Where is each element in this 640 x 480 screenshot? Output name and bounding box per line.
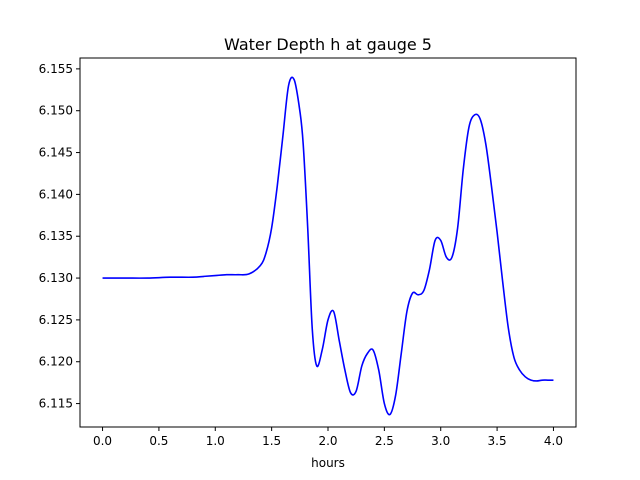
y-tick-label: 6.120 bbox=[39, 355, 73, 369]
x-tick-label: 1.0 bbox=[206, 434, 225, 448]
y-tick-label: 6.130 bbox=[39, 271, 73, 285]
y-tick-label: 6.140 bbox=[39, 187, 73, 201]
x-tick-label: 1.5 bbox=[262, 434, 281, 448]
x-axis-ticks: 0.0 0.5 1.0 1.5 2.0 2.5 3.0 3.5 4.0 bbox=[93, 427, 563, 448]
chart-title: Water Depth h at gauge 5 bbox=[224, 35, 432, 54]
x-axis-label: hours bbox=[311, 456, 345, 470]
x-tick-label: 3.5 bbox=[488, 434, 507, 448]
y-axis-ticks: 6.115 6.120 6.125 6.130 6.135 6.140 6.145 6.150… bbox=[39, 62, 80, 411]
y-tick-label: 6.150 bbox=[39, 104, 73, 118]
x-tick-label: 0.5 bbox=[149, 434, 168, 448]
y-tick-label: 6.155 bbox=[39, 62, 73, 76]
x-tick-label: 2.5 bbox=[375, 434, 394, 448]
series-line-0 bbox=[102, 76, 554, 416]
y-tick-label: 6.125 bbox=[39, 313, 73, 327]
y-tick-label: 6.115 bbox=[39, 397, 73, 411]
x-tick-label: 2.0 bbox=[318, 434, 337, 448]
plot-area bbox=[102, 76, 554, 416]
y-tick-label: 6.135 bbox=[39, 229, 73, 243]
x-tick-label: 4.0 bbox=[544, 434, 563, 448]
plot-frame bbox=[79, 57, 577, 428]
x-tick-label: 0.0 bbox=[93, 434, 112, 448]
x-tick-label: 3.0 bbox=[431, 434, 450, 448]
y-tick-label: 6.145 bbox=[39, 146, 73, 160]
